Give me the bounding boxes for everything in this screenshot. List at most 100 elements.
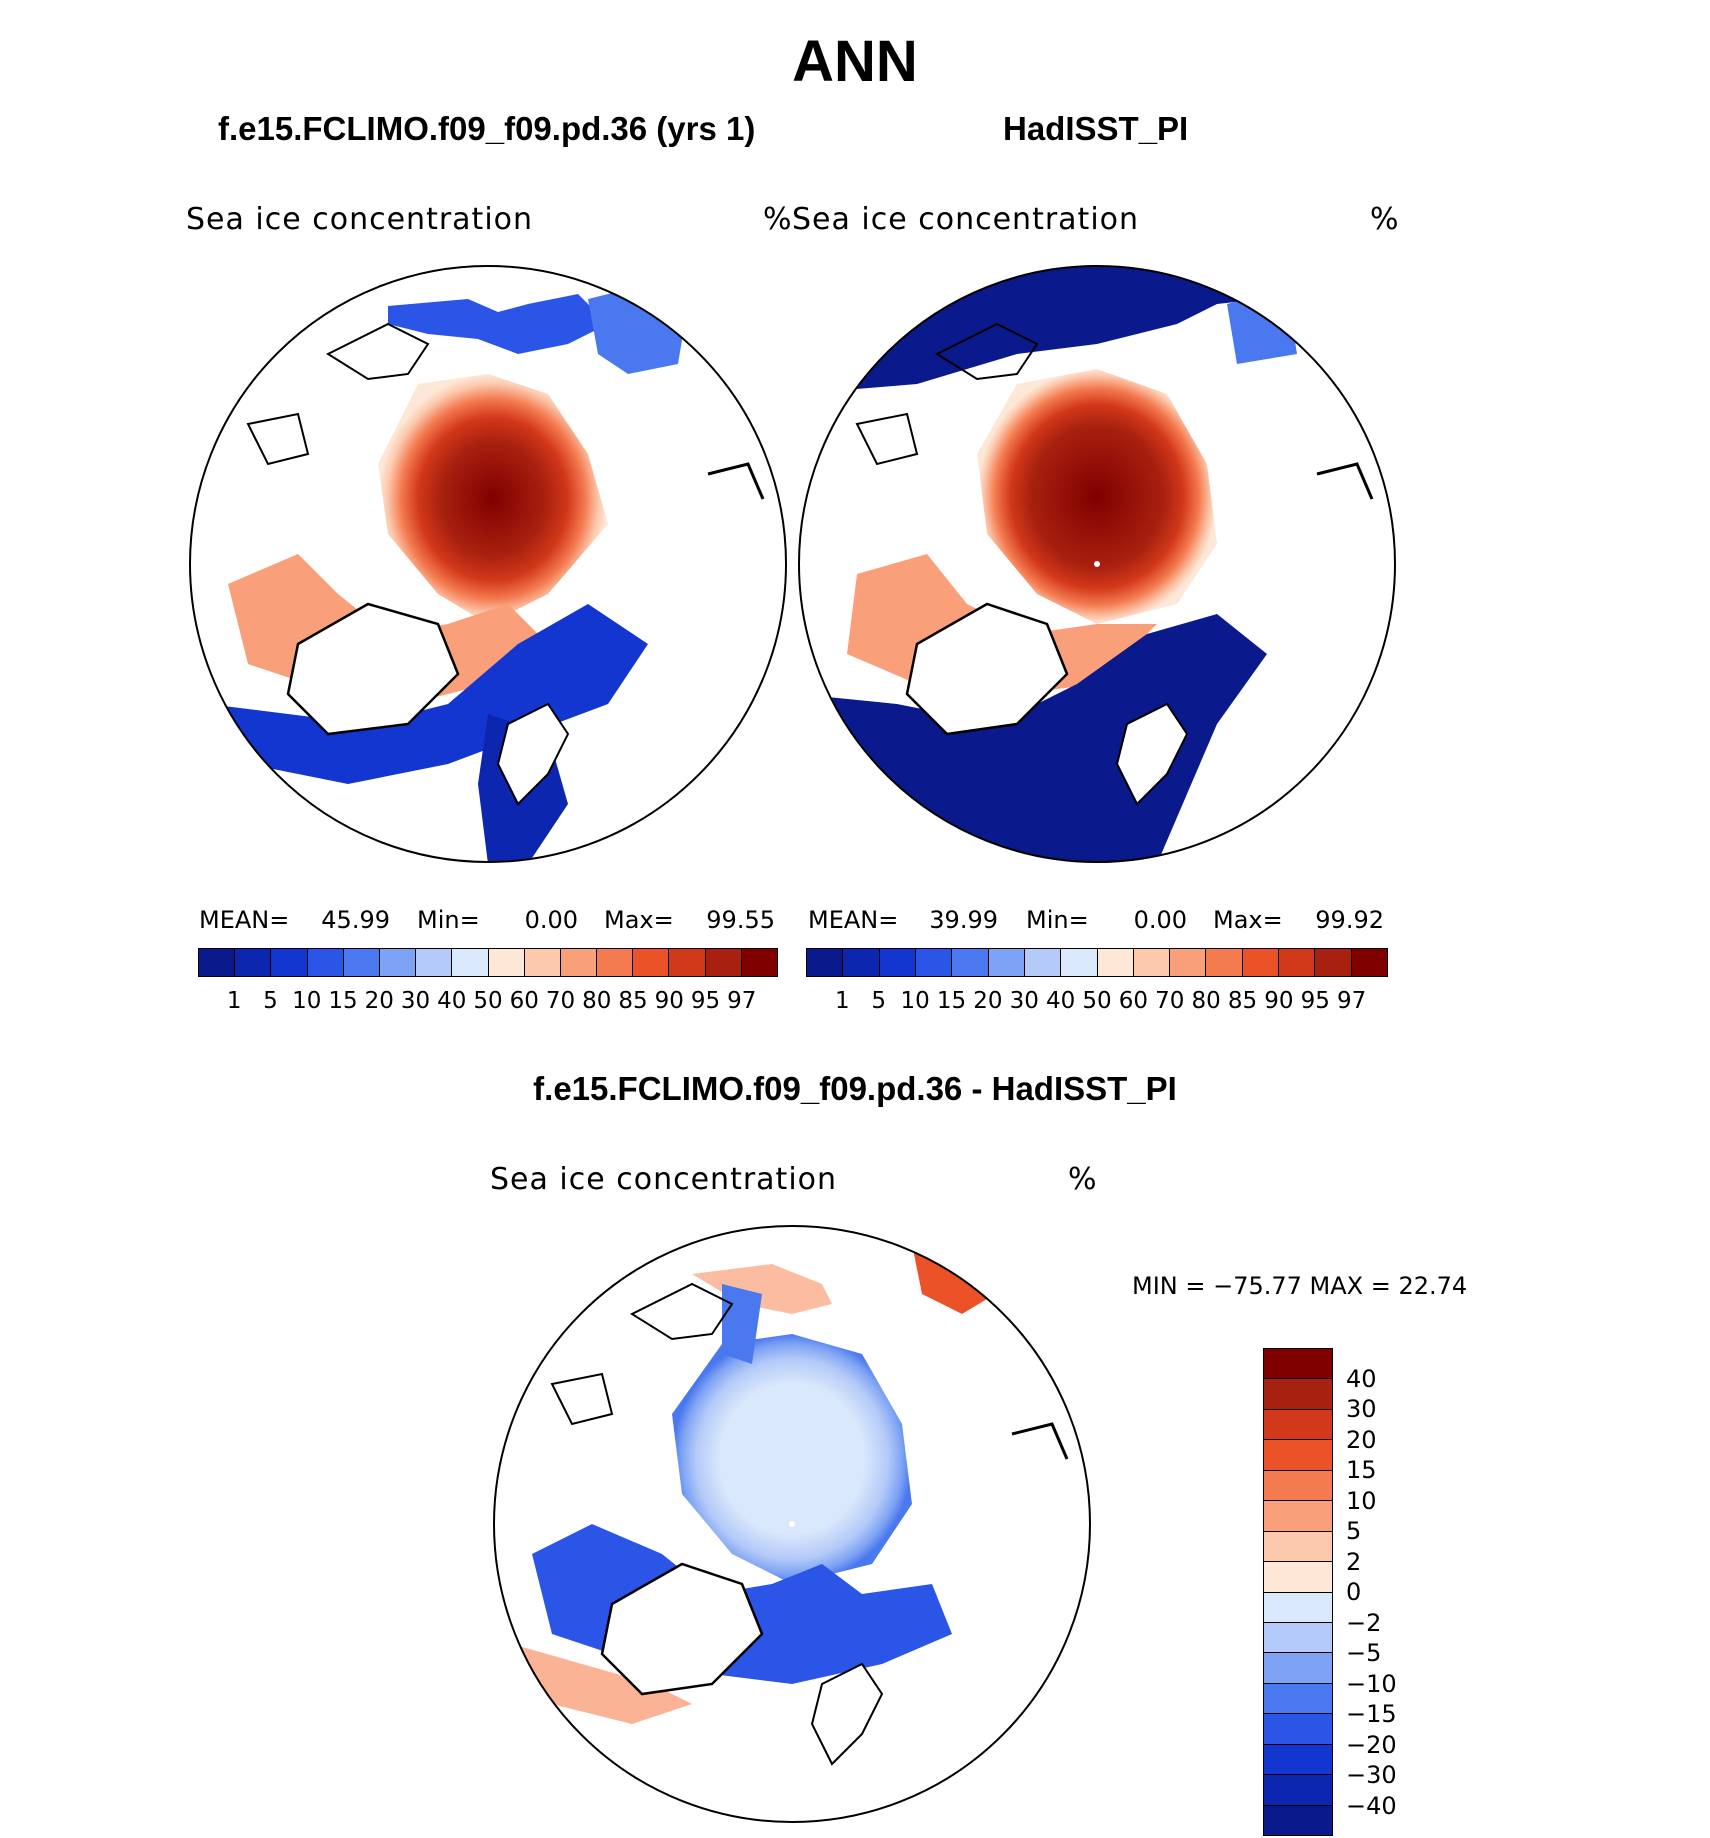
panel-obs-min-label: Min= bbox=[1026, 906, 1089, 934]
panel-obs-units: % bbox=[1370, 202, 1400, 237]
colorbar-tick-label: 30 bbox=[1009, 988, 1039, 1014]
panel-obs-variable: Sea ice concentration bbox=[792, 202, 1140, 237]
colorbar-swatch bbox=[1264, 1622, 1332, 1654]
colorbar-swatch bbox=[1264, 1805, 1332, 1835]
colorbar-swatch bbox=[952, 949, 989, 976]
colorbar-tick-label: −20 bbox=[1346, 1730, 1397, 1759]
colorbar-tick-label: 10 bbox=[292, 988, 322, 1014]
colorbar-swatch bbox=[1264, 1775, 1332, 1806]
colorbar-tick-label: 60 bbox=[509, 988, 539, 1014]
panel-obs-max: 99.92 bbox=[1315, 906, 1384, 934]
panel-obs-max-label: Max= bbox=[1213, 906, 1283, 934]
colorbar-swatch bbox=[1264, 1744, 1332, 1776]
colorbar-swatch bbox=[1264, 1470, 1332, 1502]
colorbar-swatch bbox=[524, 949, 561, 976]
panel-model-colorbar bbox=[198, 948, 778, 977]
panel-model-subtitle: f.e15.FCLIMO.f09_f09.pd.36 (yrs 1) bbox=[218, 110, 756, 147]
colorbar-swatch bbox=[741, 949, 777, 976]
colorbar-swatch bbox=[1264, 1562, 1332, 1593]
colorbar-tick-label: 95 bbox=[690, 988, 721, 1014]
colorbar-swatch bbox=[235, 949, 272, 976]
colorbar-swatch bbox=[1264, 1409, 1332, 1441]
colorbar-swatch bbox=[1264, 1592, 1332, 1623]
colorbar-swatch bbox=[633, 949, 670, 976]
colorbar-swatch bbox=[1264, 1379, 1332, 1410]
colorbar-swatch bbox=[1242, 949, 1280, 976]
colorbar-tick-label: 5 bbox=[263, 988, 278, 1014]
panel-model-min: 0.00 bbox=[524, 906, 578, 934]
panel-obs-mean: 39.99 bbox=[929, 906, 998, 934]
colorbar-swatch bbox=[1264, 1714, 1332, 1745]
colorbar-tick-label: 85 bbox=[1227, 988, 1258, 1014]
colorbar-swatch bbox=[560, 949, 598, 976]
colorbar-tick-label: 90 bbox=[1264, 988, 1294, 1014]
colorbar-swatch bbox=[1264, 1349, 1332, 1380]
colorbar-tick-label: 40 bbox=[1346, 1364, 1377, 1393]
colorbar-tick-label: 40 bbox=[437, 988, 467, 1014]
colorbar-tick-label: 15 bbox=[1346, 1456, 1377, 1484]
colorbar-tick-label: 20 bbox=[973, 988, 1003, 1014]
colorbar-tick-label: 50 bbox=[473, 988, 503, 1014]
panel-model-mean-label: MEAN= bbox=[199, 906, 290, 934]
colorbar-tick-label: 15 bbox=[328, 988, 358, 1014]
colorbar-swatch bbox=[416, 949, 453, 976]
panel-obs-min: 0.00 bbox=[1133, 906, 1187, 934]
colorbar-tick-label: −10 bbox=[1346, 1669, 1397, 1698]
diff-map bbox=[493, 1225, 1091, 1823]
diff-title: f.e15.FCLIMO.f09_f09.pd.36 - HadISST_PI bbox=[533, 1070, 1177, 1107]
colorbar-swatch bbox=[1061, 949, 1098, 976]
colorbar-swatch bbox=[1097, 949, 1134, 976]
colorbar-swatch bbox=[1024, 949, 1062, 976]
colorbar-swatch bbox=[843, 949, 880, 976]
panel-obs-mean-label: MEAN= bbox=[808, 906, 899, 934]
colorbar-swatch bbox=[597, 949, 634, 976]
panel-obs-subtitle: HadISST_PI bbox=[1003, 110, 1189, 147]
diff-units: % bbox=[1068, 1162, 1098, 1197]
colorbar-swatch bbox=[1264, 1501, 1332, 1532]
diff-colorbar bbox=[1263, 1348, 1333, 1836]
colorbar-swatch bbox=[1170, 949, 1207, 976]
page-title: ANN bbox=[792, 29, 918, 94]
colorbar-swatch bbox=[1351, 949, 1387, 976]
colorbar-swatch bbox=[379, 949, 417, 976]
colorbar-tick-label: 97 bbox=[1336, 988, 1367, 1014]
colorbar-tick-label: 70 bbox=[545, 988, 576, 1014]
colorbar-swatch bbox=[452, 949, 489, 976]
colorbar-tick-label: 30 bbox=[400, 988, 431, 1014]
colorbar-swatch bbox=[807, 949, 844, 976]
colorbar-tick-label: 5 bbox=[1346, 1517, 1362, 1545]
colorbar-swatch bbox=[1315, 949, 1352, 976]
colorbar-swatch bbox=[915, 949, 953, 976]
panel-model-units: % bbox=[763, 202, 793, 237]
colorbar-swatch bbox=[1264, 1440, 1332, 1471]
colorbar-tick-label: 1 bbox=[835, 988, 850, 1014]
panel-model-variable: Sea ice concentration bbox=[186, 202, 534, 237]
colorbar-tick-label: 60 bbox=[1118, 988, 1149, 1014]
panel-obs-colorbar bbox=[806, 948, 1388, 977]
diff-minmax: MIN = −75.77 MAX = 22.74 bbox=[1132, 1272, 1468, 1300]
colorbar-tick-label: 90 bbox=[654, 988, 684, 1014]
colorbar-tick-label: −40 bbox=[1346, 1791, 1397, 1820]
colorbar-tick-label: 97 bbox=[727, 988, 757, 1014]
colorbar-tick-label: 15 bbox=[936, 988, 967, 1014]
colorbar-tick-label: 0 bbox=[1346, 1578, 1362, 1606]
panel-model-max: 99.55 bbox=[706, 906, 775, 934]
panel-model-mean: 45.99 bbox=[321, 906, 390, 934]
panel-obs-map bbox=[798, 265, 1396, 863]
colorbar-tick-label: 30 bbox=[1346, 1395, 1377, 1423]
colorbar-tick-label: −15 bbox=[1346, 1700, 1397, 1728]
colorbar-tick-label: 20 bbox=[364, 988, 394, 1014]
colorbar-tick-label: 70 bbox=[1155, 988, 1185, 1014]
colorbar-swatch bbox=[1279, 949, 1316, 976]
colorbar-tick-label: −30 bbox=[1346, 1761, 1397, 1789]
colorbar-swatch bbox=[879, 949, 916, 976]
colorbar-tick-label: 2 bbox=[1346, 1547, 1362, 1576]
colorbar-tick-label: 10 bbox=[1346, 1486, 1377, 1515]
colorbar-tick-label: −5 bbox=[1346, 1639, 1382, 1667]
colorbar-swatch bbox=[1206, 949, 1243, 976]
colorbar-tick-label: 50 bbox=[1082, 988, 1112, 1014]
colorbar-swatch bbox=[307, 949, 344, 976]
colorbar-tick-label: 40 bbox=[1045, 988, 1076, 1014]
colorbar-tick-label: 5 bbox=[871, 988, 887, 1014]
colorbar-swatch bbox=[1264, 1531, 1332, 1563]
